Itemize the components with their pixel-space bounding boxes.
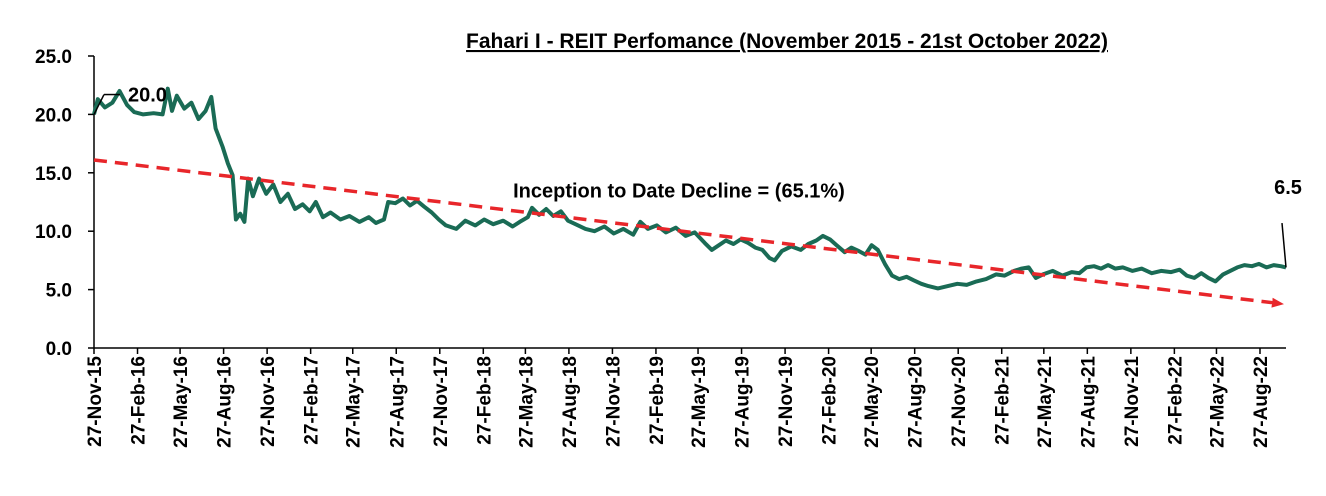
start-label-leader: [93, 94, 105, 115]
y-tick-label: 25.0: [35, 47, 72, 68]
start-value-label: 20.0: [128, 85, 167, 107]
x-tick-label: 27-Aug-20: [906, 356, 927, 448]
y-tick-label: 10.0: [35, 222, 72, 243]
decline-annotation: Inception to Date Decline = (65.1%): [513, 180, 845, 202]
y-tick-label: 0.0: [46, 339, 72, 360]
x-tick-label: 27-May-17: [344, 356, 365, 448]
x-tick-label: 27-May-21: [1035, 356, 1056, 448]
x-tick-label: 27-Feb-17: [302, 356, 323, 445]
x-tick-label: 27-May-20: [862, 356, 883, 448]
x-tick-label: 27-Aug-17: [387, 356, 408, 448]
x-tick-label: 27-Nov-18: [603, 356, 624, 447]
end-label-leader: [1281, 222, 1287, 268]
trend-line: [93, 158, 1284, 308]
x-tick-label: 27-Aug-21: [1078, 356, 1099, 448]
x-tick-label: 27-Aug-16: [215, 356, 236, 448]
y-tick-label: 15.0: [35, 164, 72, 185]
x-axis-ticks: 27-Nov-15 27-Feb-16 27-May-16 27-Aug-16 27-N…: [85, 348, 1272, 448]
x-tick-label: 27-Nov-15: [85, 356, 106, 447]
x-tick-label: 27-Nov-19: [776, 356, 797, 447]
end-value-label: 6.5: [1274, 177, 1302, 199]
x-tick-label: 27-Feb-22: [1165, 356, 1186, 445]
y-axis-ticks: 0.0 5.0 10.0 15.0 20.0 25.0: [35, 47, 94, 360]
x-tick-label: 27-Feb-19: [647, 356, 668, 445]
x-tick-label: 27-Nov-20: [949, 356, 970, 447]
x-tick-label: 27-Feb-21: [993, 356, 1014, 445]
x-tick-label: 27-Feb-18: [474, 356, 495, 445]
x-tick-label: 27-Nov-21: [1122, 356, 1143, 447]
x-tick-label: 27-Nov-16: [258, 356, 279, 447]
x-tick-label: 27-May-22: [1207, 356, 1228, 448]
y-tick-label: 5.0: [46, 281, 72, 302]
price-series-line: [92, 86, 1287, 291]
x-tick-label: 27-Aug-19: [733, 356, 754, 448]
series-group: [92, 86, 1287, 291]
x-tick-label: 27-Aug-22: [1251, 356, 1272, 448]
x-tick-label: 27-Feb-16: [129, 356, 150, 445]
y-tick-label: 20.0: [35, 105, 72, 126]
x-tick-label: 27-Feb-20: [820, 356, 841, 445]
x-tick-label: 27-Nov-17: [431, 356, 452, 447]
x-tick-label: 27-May-16: [171, 356, 192, 448]
x-tick-label: 27-May-18: [516, 356, 537, 448]
chart-title: Fahari I - REIT Perfomance (November 201…: [466, 30, 1108, 53]
x-tick-label: 27-Aug-18: [560, 356, 581, 448]
x-tick-label: 27-May-19: [689, 356, 710, 448]
